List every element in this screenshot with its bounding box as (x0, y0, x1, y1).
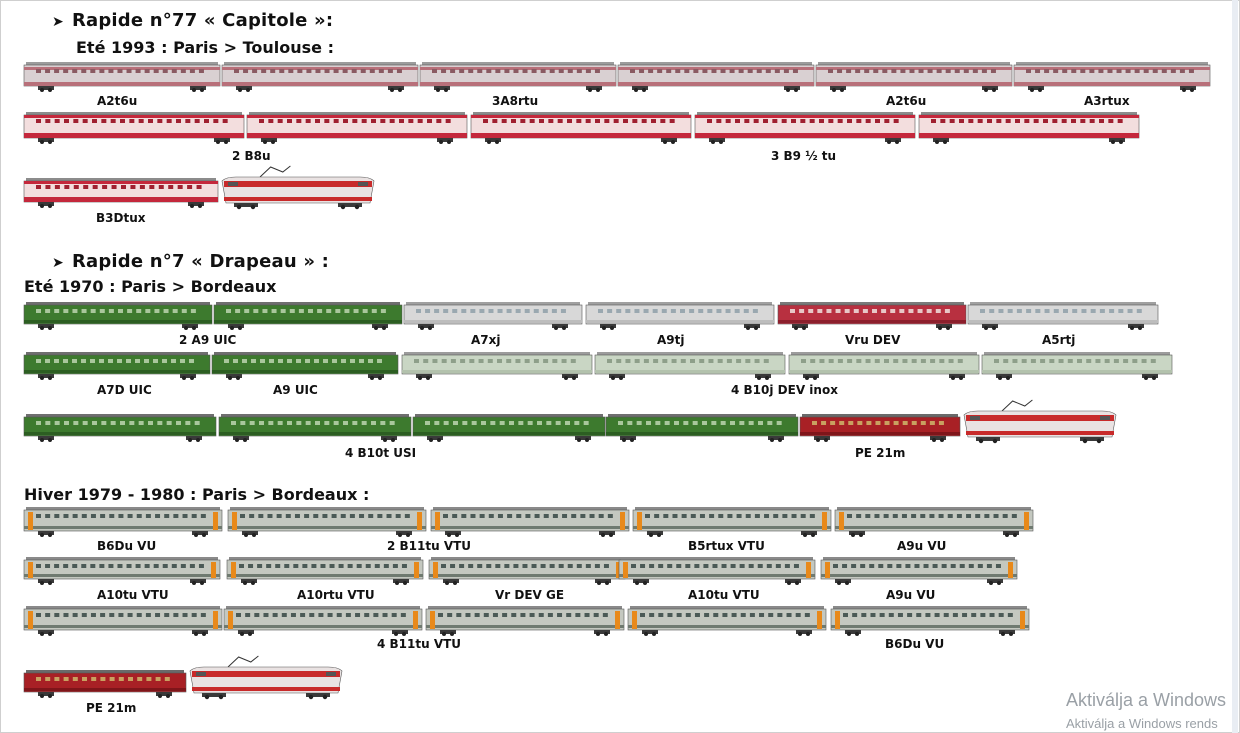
car-label: B6Du VU (885, 637, 945, 651)
cc6500-locomotive (189, 655, 343, 700)
cc6500-locomotive (963, 399, 1117, 444)
car-label: A7D UIC (97, 383, 152, 397)
sleeping-car (470, 112, 692, 144)
vtu-car (428, 557, 626, 585)
uic-green-car (23, 302, 213, 330)
car-label: A9tj (657, 333, 685, 347)
a7xj-car (403, 302, 583, 330)
arrow-bullet-icon: ➤ (52, 14, 64, 30)
usi-green-car (605, 414, 799, 442)
vtu-car (23, 606, 223, 636)
capitole-car (1013, 62, 1211, 92)
windows-activation-watermark-sub: Aktiválja a Windows rends (1066, 716, 1218, 731)
vtu-car (23, 557, 221, 585)
restaurant-car (777, 302, 967, 330)
window-edge (1232, 0, 1238, 733)
car-label: B5rtux VTU (688, 539, 765, 553)
sleeping-car (694, 112, 916, 144)
car-label: 4 B10t USI (345, 446, 417, 460)
vtu-car (227, 507, 427, 537)
dev-inox-car (788, 352, 980, 380)
car-label: A9u VU (897, 539, 947, 553)
vtu-car (23, 507, 223, 537)
car-label: A7xj (471, 333, 501, 347)
vtu-car (830, 606, 1030, 636)
vtu-car (834, 507, 1034, 537)
pe21m-car (799, 414, 961, 442)
car-label: 4 B11tu VTU (377, 637, 462, 651)
vtu-car (632, 507, 832, 537)
section-subtitle-capitole: Eté 1993 : Paris > Toulouse : (76, 38, 334, 57)
vtu-car (223, 606, 423, 636)
dev-inox-car (401, 352, 593, 380)
section-title-text: Rapide n°7 « Drapeau » : (71, 251, 330, 272)
windows-activation-watermark: Aktiválja a Windows (1066, 690, 1227, 710)
vtu-car (425, 606, 625, 636)
capitole-car (617, 62, 815, 92)
vtu-car (226, 557, 424, 585)
car-label: A9u VU (886, 588, 936, 602)
uic-green-car (23, 352, 211, 380)
sleeping-car (918, 112, 1140, 144)
vtu-car (430, 507, 630, 537)
section-subtitle-drapeau-1979: Hiver 1979 - 1980 : Paris > Bordeaux : (24, 485, 370, 504)
car-label: A10tu VTU (97, 588, 169, 602)
cc6500-locomotive (221, 165, 375, 210)
uic-green-car (213, 302, 403, 330)
car-label: 4 B10j DEV inox (731, 383, 838, 397)
car-label: B3Dtux (96, 211, 146, 225)
vtu-car (627, 606, 827, 636)
usi-green-car (412, 414, 606, 442)
vtu-car (618, 557, 816, 585)
car-label: 2 B11tu VTU (387, 539, 472, 553)
section-title-text: Rapide n°77 « Capitole »: (71, 10, 334, 31)
section-subtitle-drapeau-1970: Eté 1970 : Paris > Bordeaux (24, 277, 277, 296)
capitole-car (815, 62, 1013, 92)
car-label: 3A8rtu (492, 94, 539, 108)
pe21m-car (23, 670, 187, 698)
car-label: 3 B9 ½ tu (771, 149, 837, 163)
dev-inox-car (981, 352, 1173, 380)
car-label: PE 21m (855, 446, 906, 460)
sleeping-car (23, 112, 245, 144)
b3dtux-car (23, 178, 219, 208)
car-label: Vru DEV (845, 333, 901, 347)
car-label: A10tu VTU (688, 588, 760, 602)
car-label: B6Du VU (97, 539, 157, 553)
car-label: A2t6u (97, 94, 138, 108)
car-label: A10rtu VTU (297, 588, 375, 602)
car-label: PE 21m (86, 701, 137, 715)
car-label: 2 B8u (232, 149, 271, 163)
car-label: A5rtj (1042, 333, 1076, 347)
dev-inox-car (594, 352, 786, 380)
a5rtj-car (967, 302, 1159, 330)
capitole-car (221, 62, 419, 92)
uic-green-car (211, 352, 399, 380)
capitole-car (23, 62, 221, 92)
section-title-drapeau: ➤ Rapide n°7 « Drapeau » : (52, 251, 329, 272)
usi-green-car (218, 414, 412, 442)
arrow-bullet-icon: ➤ (52, 255, 64, 271)
car-label: Vr DEV GE (495, 588, 565, 602)
car-label: A2t6u (886, 94, 927, 108)
car-label: 2 A9 UIC (179, 333, 237, 347)
sleeping-car (246, 112, 468, 144)
section-title-capitole: ➤ Rapide n°77 « Capitole »: (52, 10, 333, 31)
capitole-car (419, 62, 617, 92)
car-label: A3rtux (1084, 94, 1130, 108)
vtu-car (820, 557, 1018, 585)
a9tj-car (585, 302, 775, 330)
usi-green-car (23, 414, 217, 442)
car-label: A9 UIC (273, 383, 318, 397)
